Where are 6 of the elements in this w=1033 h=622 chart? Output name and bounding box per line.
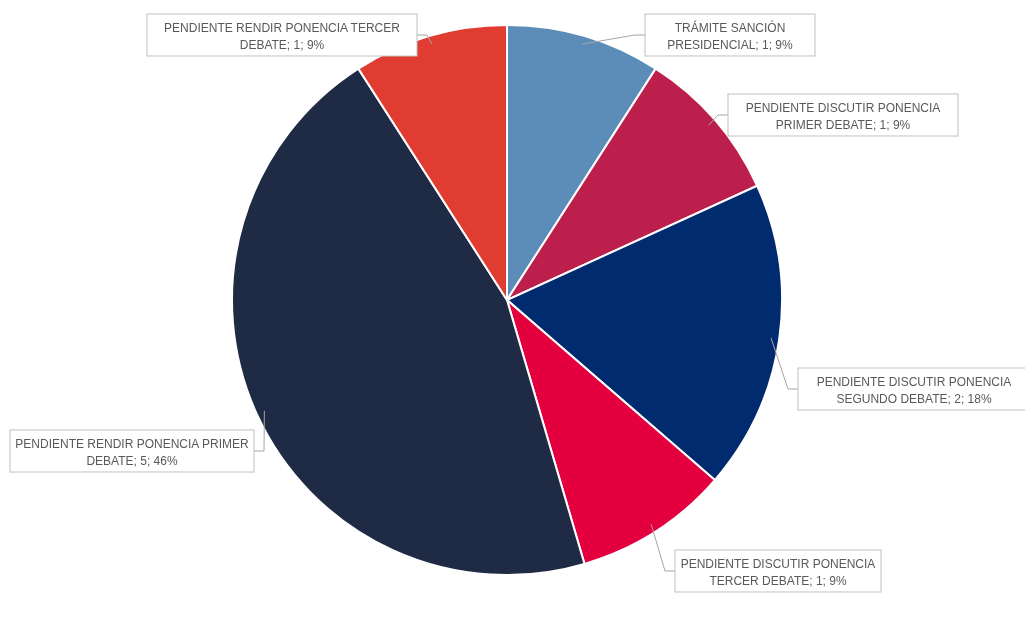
slice-label: PENDIENTE DISCUTIR PONENCIA PRIMER DEBATE; 1; 9% [745, 101, 941, 132]
slice-label: PENDIENTE RENDIR PONENCIA PRIMER DEBATE; 5; 46% [15, 437, 250, 468]
slice-label: PENDIENTE DISCUTIR PONENCIA TERCER DEBATE; 1; 9% [680, 557, 876, 588]
slice-label: PENDIENTE RENDIR PONENCIA TERCER DEBATE; 1; 9% [164, 21, 401, 52]
slice-label: PENDIENTE DISCUTIR PONENCIA SEGUNDO DEBATE; 2; 18% [816, 375, 1012, 406]
slice-label: TRÁMITE SANCIÓN PRESIDENCIAL; 1; 9% [667, 20, 794, 52]
